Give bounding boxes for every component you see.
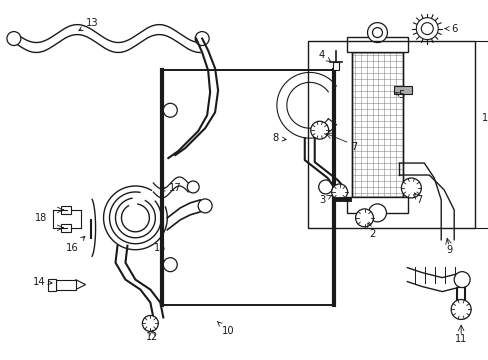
Text: 16: 16 xyxy=(66,236,85,253)
Text: 13: 13 xyxy=(79,18,99,31)
Text: 8: 8 xyxy=(272,133,285,143)
Bar xyxy=(332,62,338,71)
Bar xyxy=(351,53,403,197)
Text: 15: 15 xyxy=(154,243,166,253)
Text: 12: 12 xyxy=(146,332,158,342)
Bar xyxy=(346,37,407,53)
Circle shape xyxy=(401,178,421,198)
Circle shape xyxy=(163,103,177,117)
Text: 11: 11 xyxy=(454,334,467,345)
Circle shape xyxy=(7,32,21,45)
Bar xyxy=(162,71,333,305)
Bar xyxy=(61,206,71,214)
Text: 1: 1 xyxy=(481,113,487,123)
Circle shape xyxy=(318,180,332,194)
Text: 7: 7 xyxy=(351,142,357,152)
Bar xyxy=(394,86,411,94)
Bar xyxy=(346,197,407,213)
Text: 3: 3 xyxy=(319,195,331,205)
Text: 7: 7 xyxy=(415,195,422,205)
Bar xyxy=(56,280,76,289)
Text: 6: 6 xyxy=(444,24,456,33)
Circle shape xyxy=(187,181,199,193)
Circle shape xyxy=(415,18,437,40)
Text: 17: 17 xyxy=(161,183,181,193)
Text: 2: 2 xyxy=(367,223,375,239)
Polygon shape xyxy=(76,280,85,289)
Circle shape xyxy=(331,184,347,200)
Circle shape xyxy=(142,315,158,332)
Bar xyxy=(162,71,333,305)
Bar xyxy=(351,53,403,197)
Circle shape xyxy=(372,28,382,37)
Circle shape xyxy=(368,204,386,222)
Text: 9: 9 xyxy=(445,245,451,255)
Circle shape xyxy=(367,23,386,42)
Text: 4: 4 xyxy=(318,50,330,62)
Text: 10: 10 xyxy=(217,322,234,336)
Bar xyxy=(61,224,71,232)
Circle shape xyxy=(421,23,432,35)
Circle shape xyxy=(450,300,470,319)
Text: 18: 18 xyxy=(35,213,47,223)
Text: 14: 14 xyxy=(32,276,52,287)
Circle shape xyxy=(195,32,209,45)
Bar xyxy=(48,279,56,291)
Circle shape xyxy=(453,272,469,288)
Circle shape xyxy=(355,209,373,227)
Bar xyxy=(307,41,474,228)
Circle shape xyxy=(310,121,328,139)
Text: 5: 5 xyxy=(395,90,404,100)
Circle shape xyxy=(198,199,212,213)
Circle shape xyxy=(163,258,177,272)
